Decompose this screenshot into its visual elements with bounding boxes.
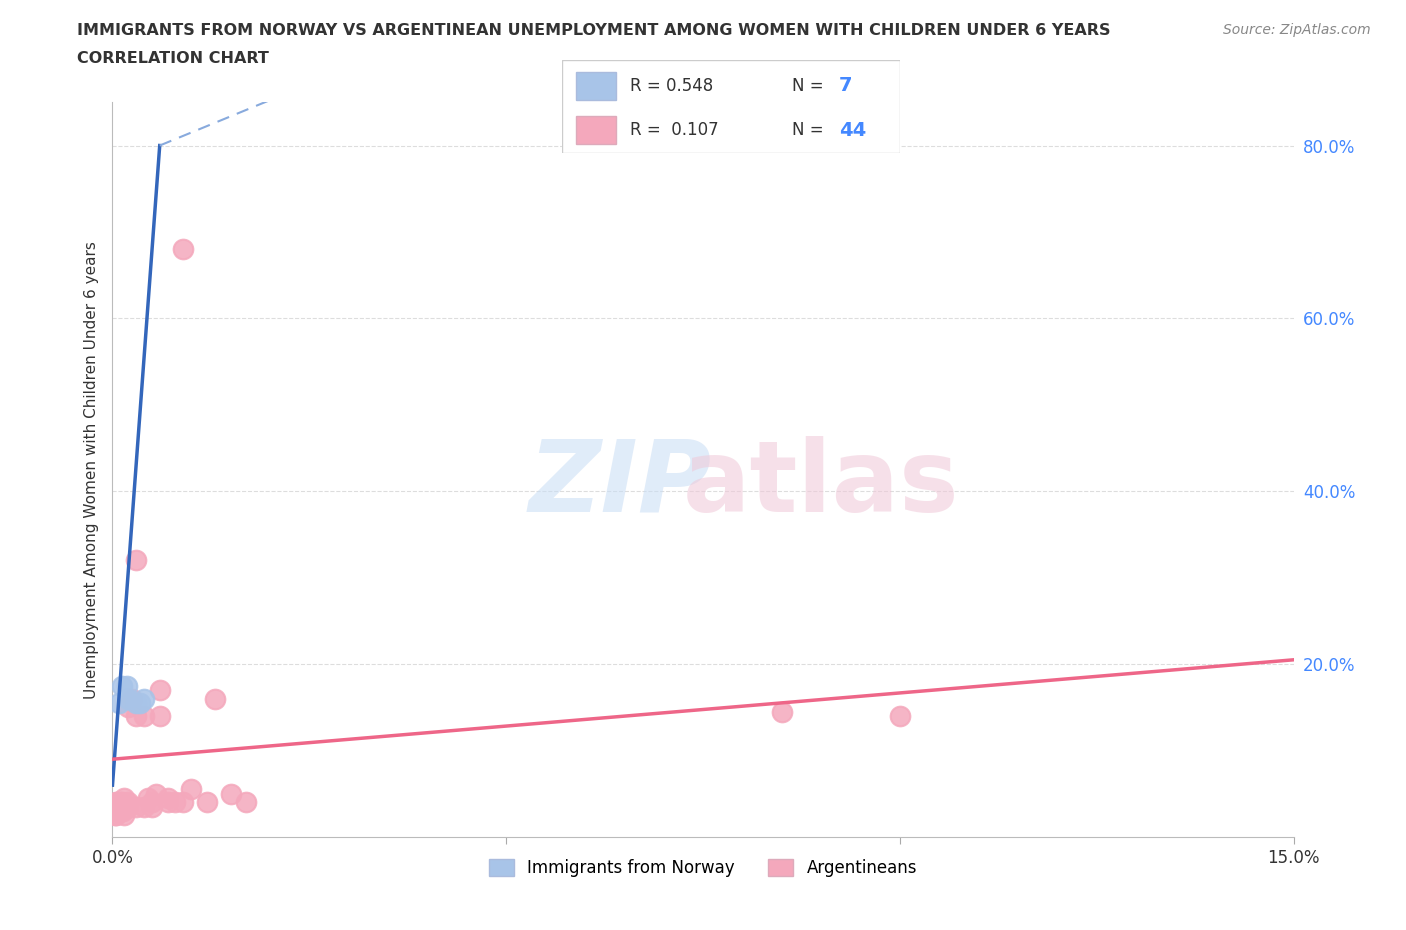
Point bbox=[172, 242, 194, 257]
Text: 44: 44 bbox=[839, 121, 866, 140]
FancyBboxPatch shape bbox=[562, 60, 900, 153]
Point bbox=[104, 795, 127, 810]
Legend: Immigrants from Norway, Argentineans: Immigrants from Norway, Argentineans bbox=[482, 852, 924, 883]
Point bbox=[107, 804, 129, 818]
Point bbox=[136, 790, 159, 805]
Point bbox=[889, 709, 911, 724]
Point bbox=[129, 696, 152, 711]
Point bbox=[165, 795, 187, 810]
Point bbox=[132, 691, 155, 706]
Point bbox=[770, 704, 793, 719]
Point bbox=[132, 709, 155, 724]
Point bbox=[110, 804, 132, 818]
Point bbox=[172, 795, 194, 810]
Point bbox=[104, 808, 127, 823]
Text: 7: 7 bbox=[839, 76, 852, 95]
Point bbox=[105, 808, 128, 823]
Point bbox=[195, 795, 218, 810]
Point bbox=[112, 790, 135, 805]
Point bbox=[112, 808, 135, 823]
Point bbox=[117, 691, 139, 706]
Text: N =: N = bbox=[792, 76, 824, 95]
Text: ZIP: ZIP bbox=[529, 436, 711, 533]
Point bbox=[125, 709, 148, 724]
Text: N =: N = bbox=[792, 121, 824, 140]
Point bbox=[105, 795, 128, 810]
Point bbox=[235, 795, 257, 810]
Point bbox=[111, 804, 134, 818]
Point bbox=[108, 795, 131, 810]
Point bbox=[121, 691, 143, 706]
Point bbox=[156, 790, 179, 805]
Point bbox=[103, 799, 125, 814]
Point bbox=[111, 678, 134, 693]
Point bbox=[132, 799, 155, 814]
Point bbox=[145, 787, 167, 802]
Text: R =  0.107: R = 0.107 bbox=[630, 121, 718, 140]
Point bbox=[117, 799, 139, 814]
Point bbox=[141, 799, 163, 814]
Point bbox=[117, 795, 139, 810]
Text: IMMIGRANTS FROM NORWAY VS ARGENTINEAN UNEMPLOYMENT AMONG WOMEN WITH CHILDREN UND: IMMIGRANTS FROM NORWAY VS ARGENTINEAN UN… bbox=[77, 23, 1111, 38]
Point bbox=[125, 553, 148, 568]
Text: atlas: atlas bbox=[683, 436, 959, 533]
Point bbox=[111, 799, 134, 814]
Point bbox=[107, 799, 129, 814]
Y-axis label: Unemployment Among Women with Children Under 6 years: Unemployment Among Women with Children U… bbox=[83, 241, 98, 698]
Point bbox=[156, 795, 179, 810]
Point bbox=[141, 795, 163, 810]
Point bbox=[107, 696, 129, 711]
Point bbox=[149, 683, 172, 698]
FancyBboxPatch shape bbox=[576, 72, 616, 100]
Point bbox=[110, 799, 132, 814]
Point bbox=[149, 709, 172, 724]
Point bbox=[105, 804, 128, 818]
Point bbox=[117, 700, 139, 715]
Point bbox=[125, 696, 148, 711]
Text: Source: ZipAtlas.com: Source: ZipAtlas.com bbox=[1223, 23, 1371, 37]
Point bbox=[125, 799, 148, 814]
Point bbox=[112, 799, 135, 814]
Point bbox=[219, 787, 242, 802]
Point bbox=[204, 691, 226, 706]
Text: R = 0.548: R = 0.548 bbox=[630, 76, 713, 95]
Point bbox=[111, 795, 134, 810]
Point bbox=[180, 782, 202, 797]
Point bbox=[115, 678, 138, 693]
Text: CORRELATION CHART: CORRELATION CHART bbox=[77, 51, 269, 66]
FancyBboxPatch shape bbox=[576, 116, 616, 144]
